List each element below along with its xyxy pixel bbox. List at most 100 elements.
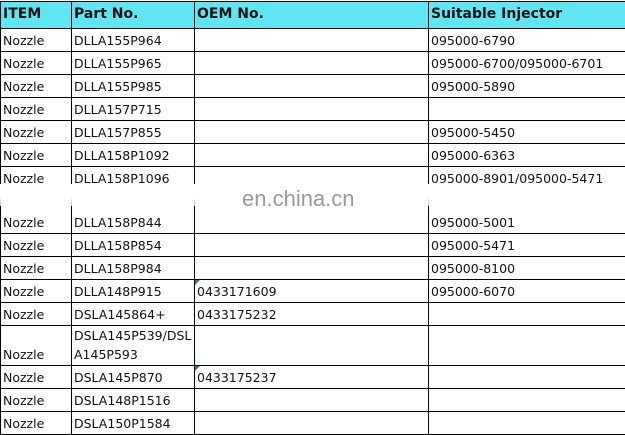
cell-item: Nozzle xyxy=(1,280,72,303)
cell-item-text: Nozzle xyxy=(3,307,44,322)
cell-suitable-injector-text: 095000-6363 xyxy=(431,148,515,163)
cell-item: Nozzle xyxy=(1,52,72,75)
cell-suitable-injector: 095000-6790 xyxy=(429,29,625,52)
cell-suitable-injector-text: 095000-5890 xyxy=(431,79,515,94)
header-item: ITEM xyxy=(1,2,72,29)
cell-part-no: DLLA158P1096 xyxy=(72,167,195,190)
cell-item: Nozzle xyxy=(1,412,72,435)
cell-item-text: Nozzle xyxy=(3,171,44,186)
cell-item: Nozzle xyxy=(1,121,72,144)
cell-part-no: DSLA145P539/DSLA145P593 xyxy=(72,326,195,366)
cell-part-no: DLLA158P1092 xyxy=(72,144,195,167)
cell-part-no-text: DLLA155P965 xyxy=(74,56,162,71)
cell-oem-no xyxy=(195,144,429,167)
cell-part-no: DLLA155P965 xyxy=(72,52,195,75)
cell-suitable-injector: 095000-5450 xyxy=(429,121,625,144)
comment-marker-icon xyxy=(195,366,200,371)
cell-suitable-injector: 095000-8100 xyxy=(429,257,625,280)
cell-suitable-injector-text: 095000-6070 xyxy=(431,284,515,299)
table-row: Nozzle DLLA158P984 095000-8100 xyxy=(1,257,625,280)
table-row: Nozzle DLLA158P854 095000-5471 xyxy=(1,234,625,257)
cell-item: Nozzle xyxy=(1,257,72,280)
cell-part-no: DLLA158P844 xyxy=(72,190,195,234)
cell-part-no: DSLA148P1516 xyxy=(72,389,195,412)
cell-oem-no xyxy=(195,52,429,75)
cell-item-text: Nozzle xyxy=(3,393,44,408)
cell-part-no: DLLA155P964 xyxy=(72,29,195,52)
cell-item-text: Nozzle xyxy=(3,238,44,253)
header-part-no: Part No. xyxy=(72,2,195,29)
cell-part-no: DSLA145P870 xyxy=(72,366,195,389)
cell-item-text: Nozzle xyxy=(3,102,44,117)
cell-oem-no: 0433175237 xyxy=(195,366,429,389)
cell-part-no: DLLA155P985 xyxy=(72,75,195,98)
cell-suitable-injector xyxy=(429,326,625,366)
cell-item: Nozzle xyxy=(1,75,72,98)
table-row: Nozzle DSLA145864+ 0433175232 xyxy=(1,303,625,326)
cell-item-text: Nozzle xyxy=(3,284,44,299)
table-row: Nozzle DLLA157P715 xyxy=(1,98,625,121)
table-row: Nozzle DSLA150P1584 xyxy=(1,412,625,435)
cell-item-text: Nozzle xyxy=(3,56,44,71)
cell-item: Nozzle xyxy=(1,303,72,326)
table-row: Nozzle DLLA155P985 095000-5890 xyxy=(1,75,625,98)
table-row: Nozzle DSLA148P1516 xyxy=(1,389,625,412)
cell-suitable-injector-text: 095000-5001 xyxy=(431,215,515,230)
cell-suitable-injector: 095000-6070 xyxy=(429,280,625,303)
cell-part-no: DLLA158P984 xyxy=(72,257,195,280)
cell-part-no-text: DLLA157P715 xyxy=(74,102,162,117)
cell-item: Nozzle xyxy=(1,190,72,234)
cell-part-no-text: DSLA148P1516 xyxy=(74,393,171,408)
cell-suitable-injector-text: 095000-8100 xyxy=(431,261,515,276)
cell-part-no-text: DSLA145864+ xyxy=(74,307,166,322)
cell-oem-no xyxy=(195,412,429,435)
cell-suitable-injector-text: 095000-5450 xyxy=(431,125,515,140)
cell-part-no: DLLA158P854 xyxy=(72,234,195,257)
cell-oem-no xyxy=(195,326,429,366)
cell-suitable-injector: 095000-5471 xyxy=(429,234,625,257)
cell-suitable-injector xyxy=(429,366,625,389)
cell-part-no: DLLA157P715 xyxy=(72,98,195,121)
cell-item-text: Nozzle xyxy=(3,215,44,230)
cell-suitable-injector xyxy=(429,389,625,412)
cell-oem-no xyxy=(195,234,429,257)
cell-item: Nozzle xyxy=(1,326,72,366)
cell-part-no-text: DLLA158P854 xyxy=(74,238,162,253)
cell-item-text: Nozzle xyxy=(3,33,44,48)
cell-item-text: Nozzle xyxy=(3,261,44,276)
cell-oem-no xyxy=(195,75,429,98)
cell-part-no-text: DLLA148P915 xyxy=(74,284,162,299)
cell-oem-no-text: 0433175232 xyxy=(197,307,277,322)
cell-oem-no xyxy=(195,29,429,52)
cell-suitable-injector-text: 095000-6700/095000-6701 xyxy=(431,56,603,71)
cell-item-text: Nozzle xyxy=(3,125,44,140)
cell-part-no-text: DLLA155P985 xyxy=(74,79,162,94)
cell-part-no-text: DLLA158P984 xyxy=(74,261,162,276)
cell-part-no: DSLA150P1584 xyxy=(72,412,195,435)
cell-suitable-injector-text: 095000-6790 xyxy=(431,33,515,48)
cell-part-no: DLLA148P915 xyxy=(72,280,195,303)
cell-suitable-injector xyxy=(429,412,625,435)
cell-item-text: Nozzle xyxy=(3,416,44,431)
cell-part-no-text: DSLA145P539/DSLA145P593 xyxy=(74,328,191,362)
cell-suitable-injector: 095000-5890 xyxy=(429,75,625,98)
cell-oem-no xyxy=(195,389,429,412)
cell-oem-no: 0433175232 xyxy=(195,303,429,326)
cell-suitable-injector xyxy=(429,303,625,326)
cell-item-text: Nozzle xyxy=(3,79,44,94)
cell-item: Nozzle xyxy=(1,366,72,389)
cell-suitable-injector-text: 095000-8901/095000-5471 xyxy=(431,171,603,186)
cell-part-no: DLLA157P855 xyxy=(72,121,195,144)
cell-part-no-text: DLLA157P855 xyxy=(74,125,162,140)
cell-oem-no xyxy=(195,257,429,280)
cell-oem-no: 0433171609 xyxy=(195,280,429,303)
header-oem-no: OEM No. xyxy=(195,2,429,29)
cell-part-no-text: DSLA145P870 xyxy=(74,370,163,385)
cell-part-no-text: DLLA155P964 xyxy=(74,33,162,48)
cell-part-no-text: DLLA158P1092 xyxy=(74,148,170,163)
cell-item: Nozzle xyxy=(1,144,72,167)
